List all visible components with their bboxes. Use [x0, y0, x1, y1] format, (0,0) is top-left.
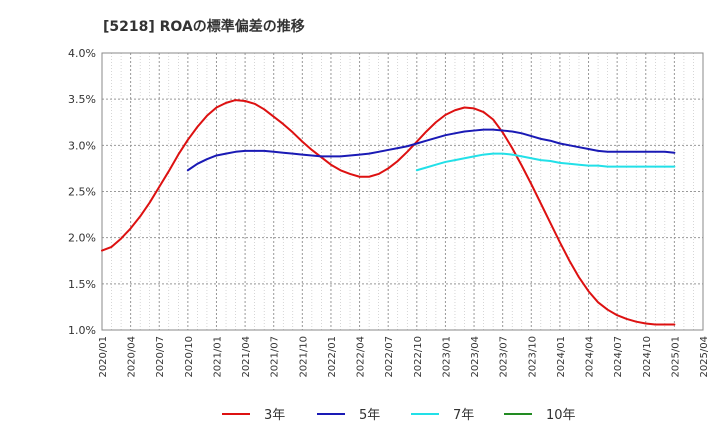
y-tick-label: 2.0% [68, 232, 96, 245]
legend-item-7年: 7年 [411, 408, 474, 423]
x-tick-label: 2021/10 [298, 336, 309, 378]
x-tick-label: 2021/07 [270, 336, 281, 378]
y-tick-label: 3.5% [68, 93, 96, 106]
series-layer [101, 99, 676, 326]
x-tick-label: 2024/10 [642, 336, 653, 378]
legend-item-5年: 5年 [317, 408, 380, 423]
x-tick-label: 2020/04 [127, 336, 138, 378]
y-tick-label: 2.5% [68, 186, 96, 199]
x-tick-label: 2022/01 [327, 336, 338, 378]
x-tick-label: 2024/07 [613, 336, 624, 378]
grid [102, 53, 703, 330]
legend-item-10年: 10年 [504, 408, 576, 423]
x-tick-label: 2020/07 [155, 336, 166, 378]
x-tick-label: 2020/10 [184, 336, 195, 378]
x-tick-label: 2025/01 [670, 336, 681, 378]
x-tick-label: 2023/07 [499, 336, 510, 378]
y-tick-label: 1.5% [68, 278, 96, 291]
series-line-3年 [101, 99, 676, 326]
x-tick-label: 2021/01 [212, 336, 223, 378]
legend-label: 5年 [359, 408, 380, 423]
x-tick-label: 2022/04 [356, 336, 367, 378]
series-line-7年 [415, 152, 676, 172]
x-tick-label: 2020/01 [98, 336, 109, 378]
legend-label: 3年 [264, 408, 285, 423]
x-tick-label: 2023/01 [441, 336, 452, 378]
legend-item-3年: 3年 [222, 408, 285, 423]
x-tick-label: 2023/04 [470, 336, 481, 378]
x-tick-label: 2025/04 [699, 336, 710, 378]
x-axis: 2020/01 2020/04 2020/07 2020/10 2021/01 2021/… [98, 336, 710, 378]
legend-label: 10年 [546, 408, 576, 423]
legend-label: 7年 [453, 408, 474, 423]
x-tick-label: 2022/10 [413, 336, 424, 378]
y-tick-label: 3.0% [68, 139, 96, 152]
y-tick-label: 1.0% [68, 324, 96, 337]
plot-frame [101, 52, 704, 331]
series-line-5年 [186, 128, 676, 172]
x-tick-label: 2024/04 [585, 336, 596, 378]
legend: 3年 5年 7年 10年 [222, 408, 576, 423]
x-tick-label: 2021/04 [241, 336, 252, 378]
x-tick-label: 2023/10 [527, 336, 538, 378]
x-tick-label: 2022/07 [384, 336, 395, 378]
y-tick-label: 4.0% [68, 47, 96, 60]
x-tick-label: 2024/01 [556, 336, 567, 378]
chart-title: [5218] ROAの標準偏差の推移 [103, 18, 305, 35]
y-axis: 1.0% 1.5% 2.0% 2.5% 3.0% 3.5% 4.0% [68, 47, 96, 337]
